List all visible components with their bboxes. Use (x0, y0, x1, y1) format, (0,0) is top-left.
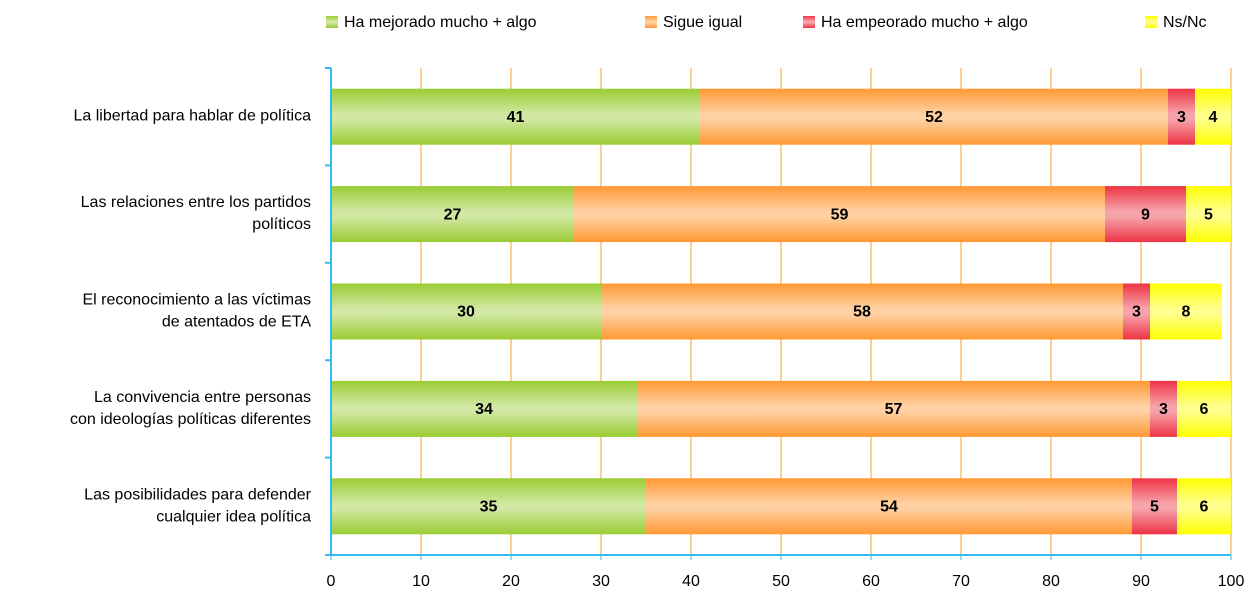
bar (331, 88, 700, 145)
x-tick-label: 10 (412, 573, 430, 590)
legend-label: Ns/Nc (1163, 14, 1207, 31)
bar (1177, 380, 1231, 437)
x-tick-label: 60 (862, 573, 880, 590)
value-label: 9 (1141, 206, 1150, 223)
value-label: 30 (457, 304, 475, 321)
value-label: 5 (1204, 206, 1213, 223)
bar (1168, 88, 1195, 145)
value-label: 3 (1159, 401, 1168, 418)
y-tick-label: La libertad para hablar de política (74, 108, 312, 125)
x-tick-label: 70 (952, 573, 970, 590)
legend-label: Ha mejorado mucho + algo (344, 14, 537, 31)
y-tick-label: El reconocimiento a las víctimas de atent… (82, 292, 311, 331)
x-tick-label: 90 (1132, 573, 1150, 590)
x-tick-label: 50 (772, 573, 790, 590)
bar (331, 380, 637, 437)
legend-swatch (803, 16, 815, 28)
value-label: 3 (1177, 109, 1186, 126)
y-tick-label: Las relaciones entre los partidos polític… (81, 194, 311, 233)
bar (331, 283, 601, 340)
bar (1195, 88, 1231, 145)
value-label: 8 (1182, 304, 1191, 321)
value-label: 34 (475, 401, 493, 418)
x-tick-label: 30 (592, 573, 610, 590)
value-label: 3 (1132, 304, 1141, 321)
x-tick-label: 80 (1042, 573, 1060, 590)
value-label: 5 (1150, 499, 1159, 516)
bar (1105, 186, 1186, 243)
label-line: Las relaciones entre los partidos (81, 194, 311, 211)
value-label: 58 (853, 304, 871, 321)
bar (1177, 478, 1231, 535)
legend-swatch (645, 16, 657, 28)
label-line: de atentados de ETA (162, 314, 311, 331)
bar (637, 380, 1150, 437)
value-label: 6 (1200, 401, 1209, 418)
value-label: 35 (480, 499, 498, 516)
x-tick-label: 40 (682, 573, 700, 590)
label-line: La convivencia entre personas (94, 389, 311, 406)
label-line: cualquier idea política (156, 509, 311, 526)
value-label: 59 (831, 206, 849, 223)
bar (1186, 186, 1231, 243)
legend-swatch (1145, 16, 1157, 28)
legend-label: Ha empeorado mucho + algo (821, 14, 1028, 31)
label-line: con ideologías políticas diferentes (70, 411, 311, 428)
value-label: 41 (507, 109, 525, 126)
label-line: El reconocimiento a las víctimas (82, 292, 311, 309)
bar (574, 186, 1105, 243)
bar (1132, 478, 1177, 535)
bar (1123, 283, 1150, 340)
x-tick-label: 20 (502, 573, 520, 590)
legend-swatch (326, 16, 338, 28)
y-tick-label: La convivencia entre personas con ideolog… (70, 389, 311, 428)
label-line: políticos (252, 216, 311, 233)
bar (331, 478, 646, 535)
legend-label: Sigue igual (663, 14, 742, 31)
bar (1150, 283, 1222, 340)
value-label: 52 (925, 109, 943, 126)
bar (331, 186, 574, 243)
label-line: Las posibilidades para defender (84, 487, 312, 504)
bar (1150, 380, 1177, 437)
label-line: La libertad para hablar de política (74, 108, 312, 125)
value-label: 54 (880, 499, 898, 516)
value-label: 4 (1209, 109, 1218, 126)
bar (601, 283, 1123, 340)
x-tick-label: 100 (1218, 573, 1245, 590)
y-tick-label: Las posibilidades para defender cualquier… (84, 487, 312, 526)
value-label: 6 (1200, 499, 1209, 516)
bar (700, 88, 1168, 145)
value-label: 57 (885, 401, 903, 418)
value-label: 27 (444, 206, 462, 223)
x-tick-label: 0 (327, 573, 336, 590)
bar (646, 478, 1132, 535)
